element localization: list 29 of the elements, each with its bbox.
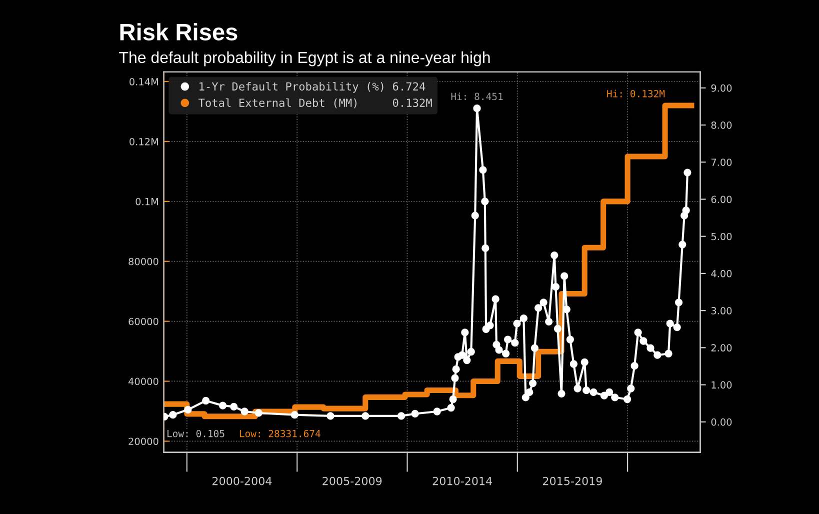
y-tick-label: 40000 xyxy=(128,378,158,386)
y2-tick-label: 9.00 xyxy=(711,84,732,92)
y-tick-label: 0.1M xyxy=(136,198,158,206)
y-tick-label: 20000 xyxy=(128,438,158,446)
annotation: Low: 0.105 xyxy=(168,430,224,438)
y2-tick-label: 4.00 xyxy=(711,270,732,278)
annotation: Hi: 0.132M xyxy=(607,90,665,98)
legend-label: 1-Yr Default Probability (%) 6.724 xyxy=(200,82,426,93)
chart-title: Risk Rises xyxy=(120,23,238,40)
y-tick-label: 60000 xyxy=(128,318,158,326)
chart-subtitle: The default probability in Egypt is at a nine-year high xyxy=(119,51,490,66)
y2-tick-label: 5.00 xyxy=(711,232,732,240)
x-tick-label: 2005-2009 xyxy=(322,476,382,486)
y2-tick-label: 7.00 xyxy=(711,158,732,166)
annotation: Hi: 8.451 xyxy=(451,92,503,100)
y2-tick-label: 3.00 xyxy=(711,307,732,314)
y2-tick-label: 1.00 xyxy=(712,381,732,389)
y-tick-label: 0.14M xyxy=(130,78,158,86)
x-tick-label: 2000-2004 xyxy=(212,476,272,486)
annotation: Low: 28331.674 xyxy=(240,430,320,438)
x-tick-label: 2015-2019 xyxy=(543,476,602,486)
y2-tick-label: 8.00 xyxy=(711,122,732,129)
y-tick-label: 80000 xyxy=(128,258,158,266)
legend-label: Total External Debt (MM) 0.132M xyxy=(198,98,432,108)
y2-tick-label: 6.00 xyxy=(711,196,732,204)
x-tick-label: 2010-2014 xyxy=(432,476,492,486)
y2-tick-label: 2.00 xyxy=(711,344,732,352)
y-tick-label: 0.12M xyxy=(130,138,158,146)
y2-tick-label: 0.00 xyxy=(711,418,732,426)
